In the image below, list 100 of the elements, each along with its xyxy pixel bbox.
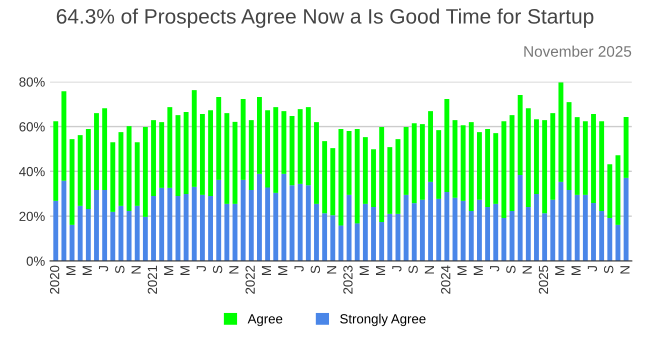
x-tick-label: M xyxy=(555,266,564,276)
chart-title: 64.3% of Prospects Agree Now a Is Good Time for Startup xyxy=(56,8,594,28)
bar xyxy=(591,114,596,203)
x-tick-label: N xyxy=(424,266,434,274)
bar xyxy=(208,196,214,261)
bar xyxy=(290,185,294,261)
bar xyxy=(387,147,392,214)
bar xyxy=(298,109,303,184)
x-tick-label: N xyxy=(327,266,336,274)
bar xyxy=(184,194,189,261)
bar xyxy=(493,204,498,261)
bar xyxy=(257,174,262,261)
bar xyxy=(428,182,433,261)
bar xyxy=(501,218,506,261)
bar xyxy=(574,117,580,195)
bar xyxy=(550,113,556,200)
bar xyxy=(151,196,156,261)
bar xyxy=(273,192,278,261)
bar xyxy=(306,185,311,261)
bar xyxy=(526,108,531,207)
bar xyxy=(371,206,376,261)
bar xyxy=(142,127,148,217)
bar xyxy=(61,91,66,181)
bar xyxy=(167,107,172,188)
bar xyxy=(468,211,474,261)
bar xyxy=(387,214,392,261)
bar xyxy=(616,224,620,261)
x-tick-label: M xyxy=(180,266,190,276)
bar xyxy=(216,180,222,261)
bar xyxy=(248,190,254,261)
bar xyxy=(412,203,417,261)
bar xyxy=(452,120,458,198)
bar xyxy=(428,111,433,182)
bar xyxy=(322,213,328,261)
bar xyxy=(396,214,400,261)
bar xyxy=(94,190,99,261)
bar xyxy=(200,114,205,195)
x-tick-label: M xyxy=(278,266,288,276)
bar xyxy=(510,115,514,211)
bar xyxy=(476,200,482,261)
bar xyxy=(542,120,548,214)
bar xyxy=(346,131,352,195)
bar xyxy=(240,180,246,261)
bar xyxy=(616,155,620,225)
y-tick-label: 0% xyxy=(26,256,45,266)
bar xyxy=(159,188,164,261)
bar xyxy=(591,202,596,261)
bar xyxy=(518,95,523,175)
x-tick-label: 2021 xyxy=(148,266,158,294)
bar xyxy=(232,204,238,261)
bar xyxy=(362,137,368,204)
bar xyxy=(265,187,270,261)
bar xyxy=(607,164,612,218)
bar xyxy=(396,139,400,214)
bar xyxy=(330,148,336,216)
bar xyxy=(468,122,474,211)
bar xyxy=(526,206,531,261)
bar xyxy=(70,224,74,261)
bar xyxy=(534,119,539,194)
bar xyxy=(200,194,205,261)
bar xyxy=(501,121,506,218)
bar xyxy=(510,211,514,261)
bar xyxy=(338,226,344,261)
bar xyxy=(404,194,409,261)
x-tick-label: N xyxy=(229,266,238,274)
bar xyxy=(126,126,132,211)
bar xyxy=(420,200,425,261)
bar xyxy=(306,107,311,186)
bar xyxy=(159,122,164,188)
bar xyxy=(118,206,124,261)
x-tick-label: J xyxy=(294,266,304,272)
bar xyxy=(582,121,588,195)
bar xyxy=(134,206,140,261)
x-tick-label: 2020 xyxy=(50,266,60,294)
bar xyxy=(232,122,238,204)
bar xyxy=(550,200,556,261)
bar xyxy=(273,107,278,193)
bar xyxy=(290,116,294,186)
x-tick-label: J xyxy=(588,266,598,272)
bar xyxy=(281,174,286,261)
bar xyxy=(485,206,490,261)
bar xyxy=(566,190,572,261)
x-tick-label: S xyxy=(115,266,124,274)
bar xyxy=(379,127,384,222)
bar xyxy=(298,184,303,261)
bar xyxy=(412,123,417,204)
bar xyxy=(86,129,91,209)
bar xyxy=(436,130,442,199)
x-tick-label: S xyxy=(310,266,320,274)
bar xyxy=(53,200,58,261)
bar xyxy=(354,129,360,224)
x-tick-label: M xyxy=(164,266,174,276)
legend-label: Agree xyxy=(248,314,282,326)
bar xyxy=(102,190,108,261)
chart-subtitle: November 2025 xyxy=(524,46,632,57)
x-tick-label: M xyxy=(66,266,76,276)
bar xyxy=(281,111,286,174)
bar xyxy=(70,139,74,225)
x-tick-label: 2023 xyxy=(343,266,353,294)
x-tick-label: N xyxy=(522,266,532,274)
